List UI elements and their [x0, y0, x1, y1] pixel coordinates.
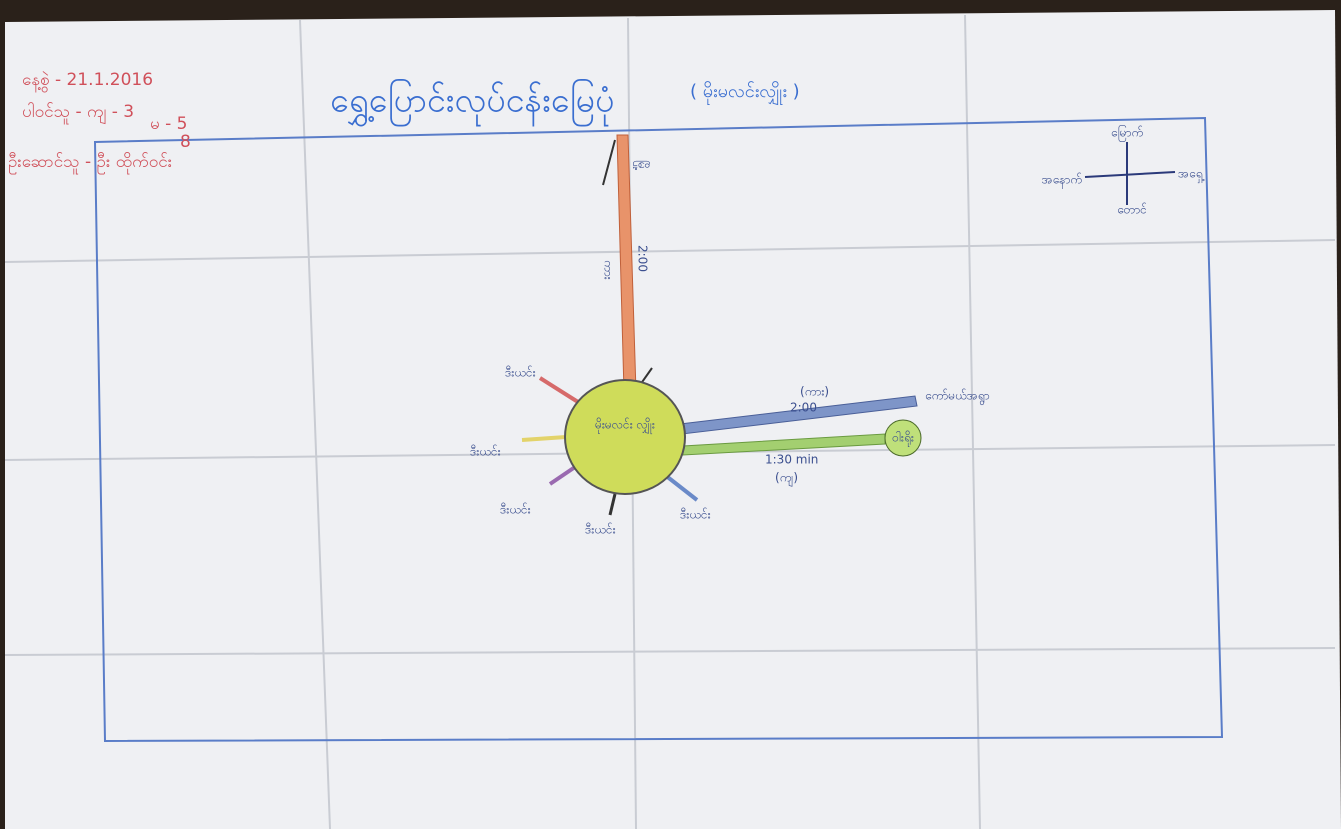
facilitator: ဦးဆောင်သူ - ဦး ထိုက်ဝင်း — [8, 152, 172, 175]
participants: မ - 5 — [150, 114, 187, 134]
title: ရွှေ့ပြောင်းလုပ်ငန်းမြေပုံ — [330, 81, 614, 127]
spoke-label: ဒီးယင်း — [585, 522, 616, 537]
center-node — [565, 380, 685, 494]
spoke-label: ဒီးယင်း — [680, 507, 711, 522]
route-time: 2:00 — [636, 245, 650, 272]
participants: ပါဝင်သူ - ကျ - 3 — [22, 101, 134, 125]
spoke-label: ဒီးယင်း — [505, 365, 536, 380]
date: နေ့စွဲ - 21.1.2016 — [22, 70, 153, 93]
route-time: 2:00 — [790, 401, 817, 415]
spoke-label: ဒီးယင်း — [470, 444, 501, 459]
route-mode: ကား — [602, 260, 616, 280]
route-mode: (ကား) — [800, 385, 829, 399]
spoke-label: ဒီးယင်း — [500, 502, 531, 517]
compass-label: တောင် — [1117, 202, 1147, 217]
photo: ရွှေ့ပြောင်းလုပ်ငန်းမြေပုံ ( မိုးမလင်းလျ… — [0, 0, 1341, 829]
route-time: 1:30 min — [765, 453, 818, 467]
participants: 8 — [180, 132, 191, 152]
subtitle: ( မိုးမလင်းလျှိုး ) — [690, 81, 800, 105]
